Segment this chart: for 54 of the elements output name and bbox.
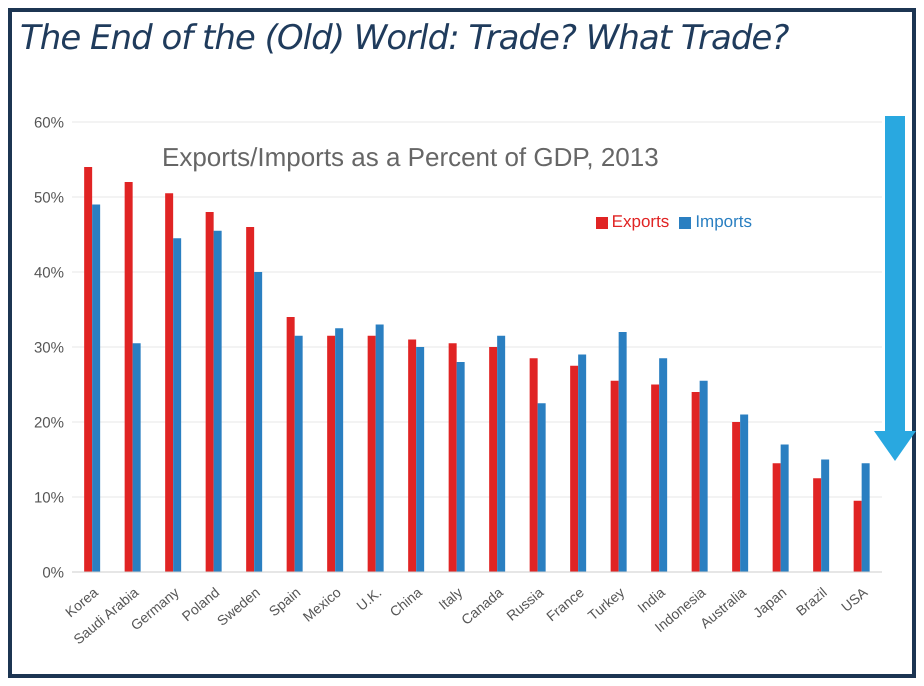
- y-tick-label: 50%: [34, 189, 64, 206]
- y-tick-label: 60%: [34, 114, 64, 132]
- x-tick-label: Italy: [435, 584, 466, 613]
- bar: [700, 380, 708, 572]
- bar: [124, 182, 133, 572]
- bar: [578, 354, 586, 572]
- bar: [286, 317, 295, 572]
- bar: [132, 343, 141, 572]
- bar: [456, 362, 465, 572]
- bar: [92, 204, 100, 572]
- bar: [335, 328, 344, 572]
- bar: [780, 444, 789, 572]
- bar: [376, 324, 384, 572]
- bar: [862, 463, 870, 572]
- bar: [813, 478, 822, 572]
- legend-label: Imports: [695, 212, 752, 231]
- bar: [854, 500, 862, 572]
- y-tick-label: 20%: [34, 414, 64, 432]
- text: Exports/Imports as a Percent of GDP, 2013: [162, 142, 659, 173]
- bar: [570, 366, 578, 572]
- bar: [740, 414, 748, 572]
- y-tick-label: 30%: [34, 339, 64, 356]
- bar: [772, 463, 781, 572]
- bar: [448, 343, 457, 572]
- bar: [692, 392, 700, 572]
- y-tick-label: 40%: [34, 264, 64, 282]
- bar: [489, 347, 498, 572]
- x-tick-label: U.K.: [353, 584, 384, 614]
- legend-label: Exports: [612, 212, 670, 231]
- y-tick-label: 0%: [42, 564, 64, 582]
- bar: [327, 336, 336, 572]
- bar: [651, 384, 660, 572]
- bar: [659, 358, 668, 572]
- bar: [173, 238, 182, 572]
- chart-title: The End of the (Old) World: Trade? What Trade?: [19, 17, 790, 58]
- bar: [821, 460, 830, 572]
- bar: [254, 272, 262, 572]
- bar: [84, 167, 92, 572]
- bar: [732, 422, 740, 572]
- bar: [497, 336, 506, 572]
- y-tick-label: 10%: [34, 489, 64, 506]
- x-tick-label: USA: [838, 584, 871, 615]
- bar: [416, 347, 424, 572]
- bar: [214, 230, 222, 572]
- bar: [530, 358, 538, 572]
- bar: [206, 212, 214, 572]
- bar: [294, 336, 303, 572]
- bar: [368, 336, 376, 572]
- bar: [610, 380, 619, 572]
- bar: [246, 227, 254, 572]
- bar: [408, 340, 416, 572]
- bar: [618, 332, 627, 572]
- bar: [538, 403, 546, 572]
- bar: [165, 193, 174, 572]
